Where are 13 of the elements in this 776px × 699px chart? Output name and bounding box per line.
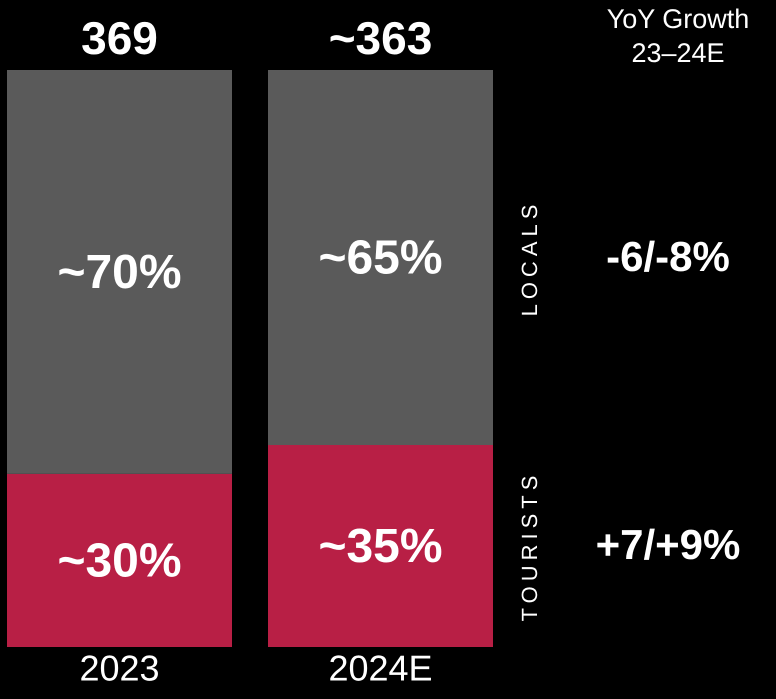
x-tick-label: 2024E [328,648,433,689]
data-label: ~70% [57,246,182,299]
text: -6/-8% [605,232,731,281]
text: YoY Growth 23–24E [606,3,750,70]
text: LOCALS [517,199,543,316]
text: +7/+9% [594,521,742,570]
annotation: ~363 [328,12,432,64]
data-label: ~65% [318,232,443,285]
annotation: 369 [81,12,158,64]
text: TOURISTS [517,470,543,622]
data-label: ~30% [57,534,182,588]
x-tick-label: 2023 [79,648,160,689]
data-label: ~35% [318,520,443,574]
